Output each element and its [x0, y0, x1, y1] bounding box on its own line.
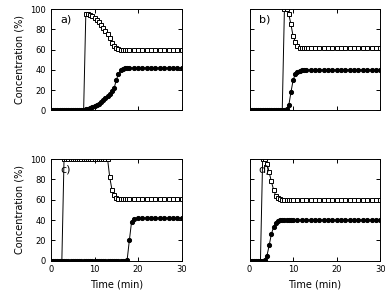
Text: c): c) — [60, 164, 71, 174]
X-axis label: Time (min): Time (min) — [289, 280, 341, 290]
Y-axis label: Concentration (%): Concentration (%) — [15, 165, 25, 255]
Text: d): d) — [259, 164, 270, 174]
X-axis label: Time (min): Time (min) — [90, 280, 143, 290]
Text: b): b) — [259, 14, 270, 24]
Text: a): a) — [60, 14, 71, 24]
Y-axis label: Concentration (%): Concentration (%) — [15, 15, 25, 104]
